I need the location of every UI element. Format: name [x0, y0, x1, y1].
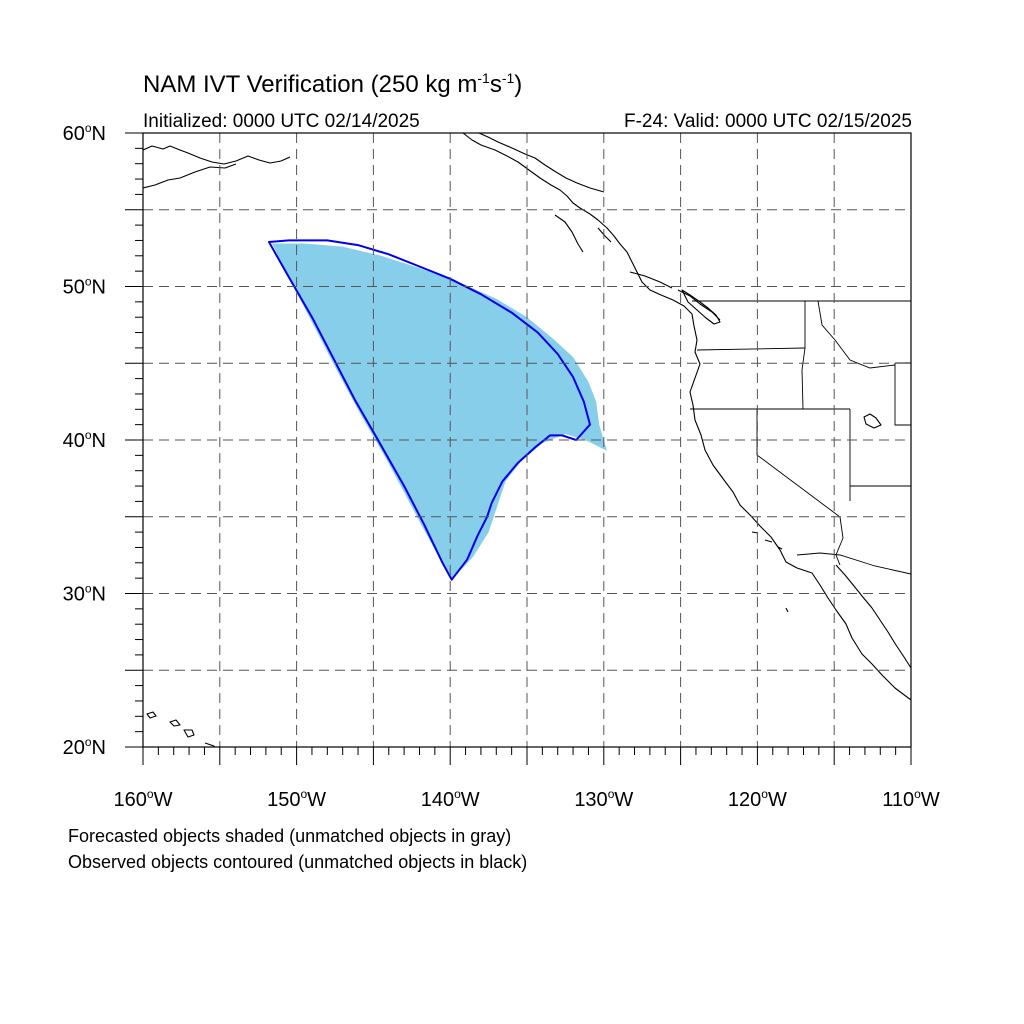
- lon-label: 160oW: [114, 787, 173, 811]
- lat-label: 60oN: [63, 121, 106, 145]
- lat-label: 20oN: [63, 735, 106, 759]
- wa-or-border: [696, 347, 806, 351]
- gulf-of-alaska-coast: [478, 133, 605, 193]
- wy-border: [894, 362, 911, 426]
- or-id-border: [801, 347, 806, 410]
- map-title: NAM IVT Verification (250 kg m-1s-1): [143, 70, 523, 98]
- gulf-of-california-coast: [835, 564, 911, 669]
- lat-label: 30oN: [63, 582, 106, 606]
- forecast-object: [272, 243, 607, 580]
- lon-label: 130oW: [574, 787, 633, 811]
- us-mexico-border: [796, 552, 911, 575]
- ca-nv-border: [756, 409, 841, 518]
- observed-object-contour: [268, 239, 591, 581]
- lat-label: 40oN: [63, 428, 106, 452]
- id-mt-border: [817, 300, 896, 369]
- western-alaska-coast: [143, 145, 291, 189]
- channel-islands: [751, 531, 789, 613]
- vancouver-island: [681, 289, 721, 325]
- lat-label: 50oN: [63, 275, 106, 299]
- alaska-bc-coastline: [462, 133, 911, 701]
- footnote-observed: Observed objects contoured (unmatched ob…: [68, 852, 528, 872]
- valid-time: F-24: Valid: 0000 UTC 02/15/2025: [624, 111, 912, 132]
- lon-label: 150oW: [267, 787, 326, 811]
- footnote-forecast: Forecasted objects shaded (unmatched obj…: [68, 826, 512, 846]
- initialized-time: Initialized: 0000 UTC 02/14/2025: [143, 111, 420, 132]
- lon-label: 120oW: [728, 787, 787, 811]
- lon-label: 140oW: [421, 787, 480, 811]
- bc-islands: [554, 214, 721, 321]
- hawaii-islands: [146, 711, 216, 747]
- az-ca-border: [835, 516, 844, 566]
- lon-label: 110oW: [882, 787, 940, 811]
- great-salt-lake: [863, 413, 882, 429]
